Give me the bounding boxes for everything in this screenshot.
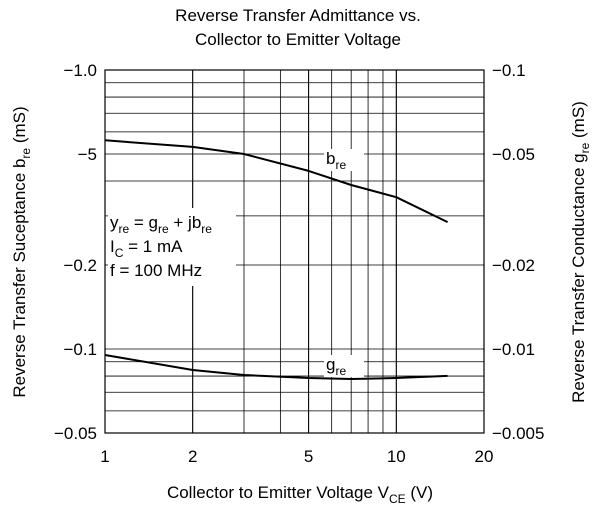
y2-tick-label: −0.05	[492, 145, 535, 164]
y-axis-label-part: re	[19, 148, 33, 159]
series-label: gre	[326, 355, 346, 378]
annotation-part: re	[119, 222, 130, 236]
x-axis-label-part: CE	[389, 492, 406, 505]
series-label: bre	[326, 149, 346, 172]
annotation-part: re	[201, 222, 212, 236]
y2-axis-label-part: Reverse Transfer Conductance g	[569, 153, 588, 402]
annotation: IC = 1 mA	[110, 237, 183, 260]
annotation-part: f = 100 MHz	[110, 261, 202, 280]
y-tick-label: −0.2	[63, 256, 97, 275]
x-axis-label-part: (V)	[406, 483, 433, 502]
y-axis-label-part: Reverse Transfer Suceptance b	[10, 159, 29, 398]
annotation-part: = g	[129, 213, 158, 232]
annotation-box	[108, 208, 236, 286]
y-tick-label: −5	[78, 145, 97, 164]
y2-axis-label-part: (mS)	[569, 101, 588, 143]
annotation-part: y	[110, 213, 119, 232]
y-tick-label: −0.05	[54, 424, 97, 443]
annotation-part: re	[158, 222, 169, 236]
y-axis-label: Reverse Transfer Suceptance bre (mS)	[10, 106, 33, 397]
y2-tick-label: −0.02	[492, 256, 535, 275]
annotation-part: + jb	[169, 213, 202, 232]
x-tick-label: 1	[100, 447, 109, 466]
x-tick-label: 5	[304, 447, 313, 466]
annotation: f = 100 MHz	[110, 261, 202, 280]
series-line	[104, 139, 449, 223]
y2-tick-label: −0.01	[492, 340, 535, 359]
annotation-part: I	[110, 237, 115, 256]
x-axis-label-part: Collector to Emitter Voltage V	[167, 483, 390, 502]
series-label-part: g	[326, 355, 335, 374]
x-tick-label: 10	[387, 447, 406, 466]
chart-title: Reverse Transfer Admittance vs.	[175, 6, 421, 25]
x-tick-label: 20	[475, 447, 494, 466]
annotation: yre = gre + jbre	[110, 213, 212, 236]
annotation-part: = 1 mA	[123, 237, 183, 256]
series-label-part: b	[326, 149, 335, 168]
y-axis-label-part: (mS)	[10, 106, 29, 148]
x-axis-label: Collector to Emitter Voltage VCE (V)	[167, 483, 433, 505]
y-tick-label: −0.1	[63, 340, 97, 359]
series-label-bg	[324, 355, 364, 377]
x-tick-label: 2	[188, 447, 197, 466]
series-label-part: re	[335, 364, 346, 378]
series-line	[104, 354, 448, 380]
y2-tick-label: −0.1	[492, 61, 526, 80]
series-label-bg	[324, 149, 364, 171]
annotation-part: C	[115, 246, 124, 260]
y2-axis-label-part: re	[578, 142, 592, 153]
y2-axis-label: Reverse Transfer Conductance gre (mS)	[569, 101, 592, 403]
y2-tick-label: −0.005	[492, 424, 544, 443]
y-tick-label: −1.0	[63, 61, 97, 80]
chart-title: Collector to Emitter Voltage	[195, 30, 401, 49]
series-label-part: re	[335, 158, 346, 172]
